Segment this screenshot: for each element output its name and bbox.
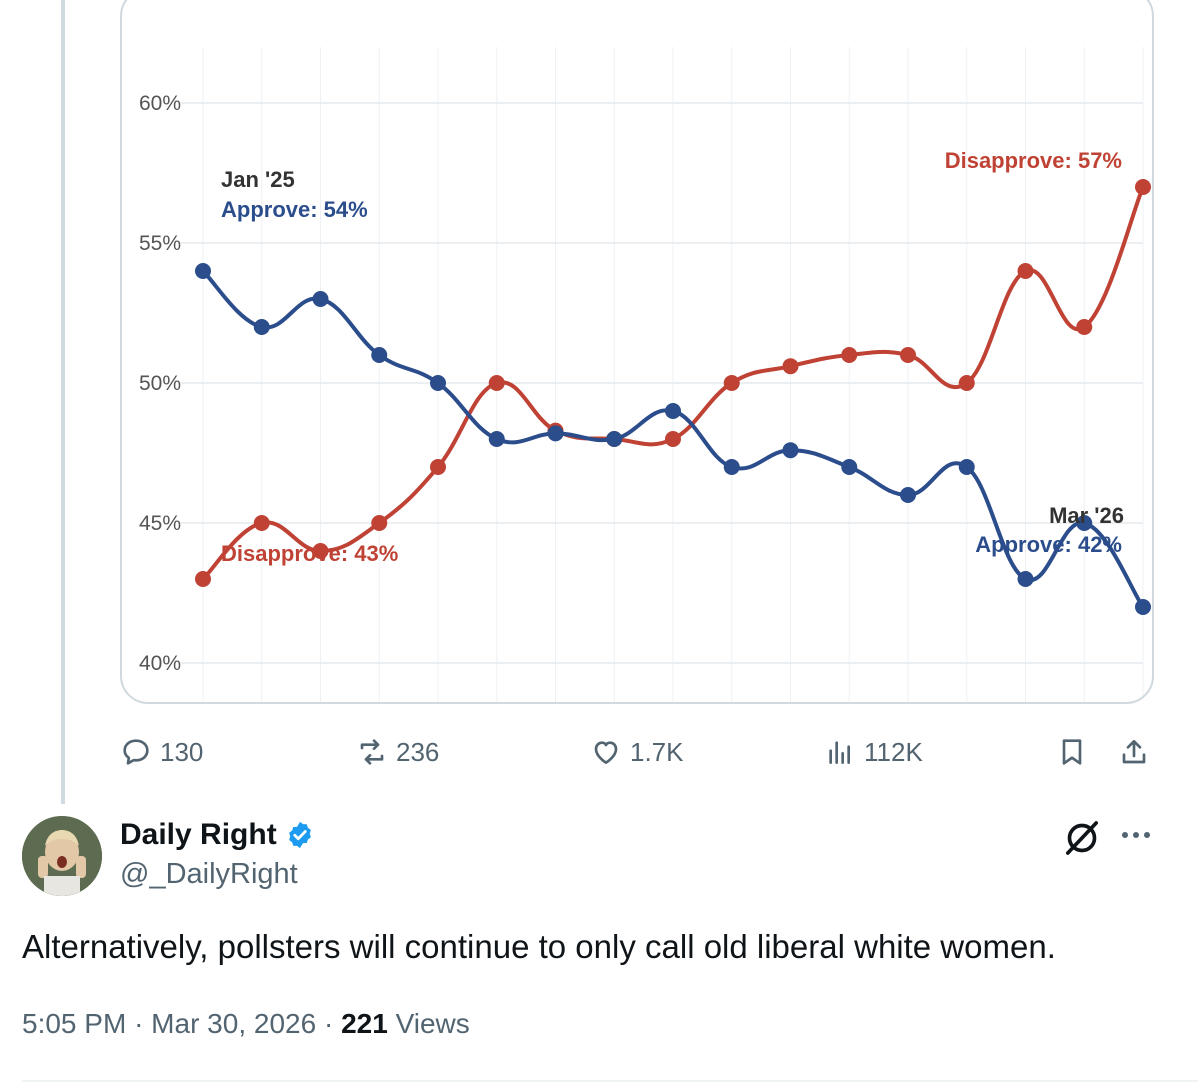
like-button[interactable]: 1.7K <box>590 730 684 774</box>
annotation-end-approve: Approve: 42% <box>975 532 1122 557</box>
data-point-approve <box>958 459 975 475</box>
annotation-start-disapprove: Disapprove: 43% <box>221 541 398 566</box>
like-count: 1.7K <box>630 736 684 767</box>
heart-icon <box>594 741 618 764</box>
data-point-approve <box>195 263 211 279</box>
author-name-text: Daily Right <box>120 818 277 851</box>
data-point-approve <box>723 459 740 475</box>
data-point-disapprove <box>195 571 211 587</box>
author-name[interactable]: Daily Right <box>120 818 315 852</box>
data-point-disapprove <box>841 347 858 363</box>
y-tick-label: 40% <box>139 652 181 675</box>
views-button[interactable]: 112K <box>824 730 923 774</box>
verified-badge-icon <box>288 821 311 849</box>
data-point-approve <box>665 403 681 419</box>
share-button[interactable] <box>1118 730 1150 774</box>
data-point-approve <box>488 431 505 447</box>
data-point-disapprove <box>665 431 681 447</box>
y-tick-label: 45% <box>139 512 181 535</box>
repost-icon <box>360 739 384 765</box>
meta-separator: · <box>134 1008 152 1039</box>
meta-separator: · <box>323 1008 342 1039</box>
bookmark-icon <box>1062 739 1082 765</box>
tweet-views-label: Views <box>395 1008 470 1039</box>
data-point-disapprove <box>430 459 446 475</box>
data-point-approve <box>900 487 916 503</box>
data-point-approve <box>606 431 623 447</box>
data-point-approve <box>430 375 446 391</box>
y-tick-label: 50% <box>139 372 181 395</box>
data-point-approve <box>547 425 564 442</box>
bookmark-button[interactable] <box>1056 730 1088 774</box>
annotation-start-date: Jan '25 <box>221 167 295 192</box>
y-tick-label: 55% <box>139 232 181 255</box>
author-handle[interactable]: @_DailyRight <box>120 858 298 890</box>
tweet-meta: 5:05 PM · Mar 30, 2026 · 221 Views <box>22 1008 470 1040</box>
tweet-date[interactable]: Mar 30, 2026 <box>151 1008 317 1039</box>
series-line-disapprove <box>201 186 1145 581</box>
avatar[interactable] <box>22 816 102 896</box>
data-point-disapprove <box>900 347 916 363</box>
repost-count: 236 <box>396 736 440 767</box>
divider <box>22 1080 1198 1082</box>
bar-chart-icon <box>829 741 850 764</box>
data-point-approve <box>1017 571 1034 587</box>
tweet-text: Alternatively, pollsters will continue t… <box>22 928 1056 965</box>
thread-line <box>61 0 65 804</box>
annotation-end-date: Mar '26 <box>1049 503 1124 528</box>
annotation-start-approve: Approve: 54% <box>221 197 368 222</box>
data-point-approve <box>1135 599 1151 615</box>
series-line-approve <box>201 269 1145 609</box>
data-point-approve <box>253 319 270 335</box>
data-point-disapprove <box>958 375 975 391</box>
data-point-disapprove <box>253 515 270 531</box>
data-point-disapprove <box>371 515 388 531</box>
annotation-end-disapprove: Disapprove: 57% <box>945 148 1122 173</box>
reply-button[interactable]: 130 <box>120 730 203 774</box>
data-point-disapprove <box>782 358 799 375</box>
data-point-disapprove <box>488 375 505 391</box>
data-point-approve <box>312 291 329 307</box>
share-icon <box>1122 740 1146 764</box>
more-icon[interactable] <box>1118 820 1154 850</box>
data-point-approve <box>1076 515 1093 531</box>
reply-count: 130 <box>160 736 204 767</box>
data-point-approve <box>782 442 799 459</box>
reply-icon <box>123 739 149 765</box>
tweet-actions: 130 236 1.7K 112K <box>120 730 1160 774</box>
tweet-views-count: 221 <box>341 1008 388 1039</box>
data-point-disapprove <box>1135 179 1151 195</box>
data-point-disapprove <box>1076 319 1093 335</box>
data-point-disapprove <box>723 375 740 391</box>
y-tick-label: 60% <box>139 92 181 115</box>
grok-icon[interactable] <box>1062 818 1102 858</box>
data-point-disapprove <box>1017 263 1034 279</box>
data-point-approve <box>841 459 858 475</box>
views-count: 112K <box>864 736 923 767</box>
avatar-photo-icon <box>22 816 102 896</box>
data-point-approve <box>371 347 388 363</box>
data-point-disapprove <box>312 543 329 559</box>
tweet-time[interactable]: 5:05 PM <box>22 1008 127 1039</box>
repost-button[interactable]: 236 <box>356 730 439 774</box>
